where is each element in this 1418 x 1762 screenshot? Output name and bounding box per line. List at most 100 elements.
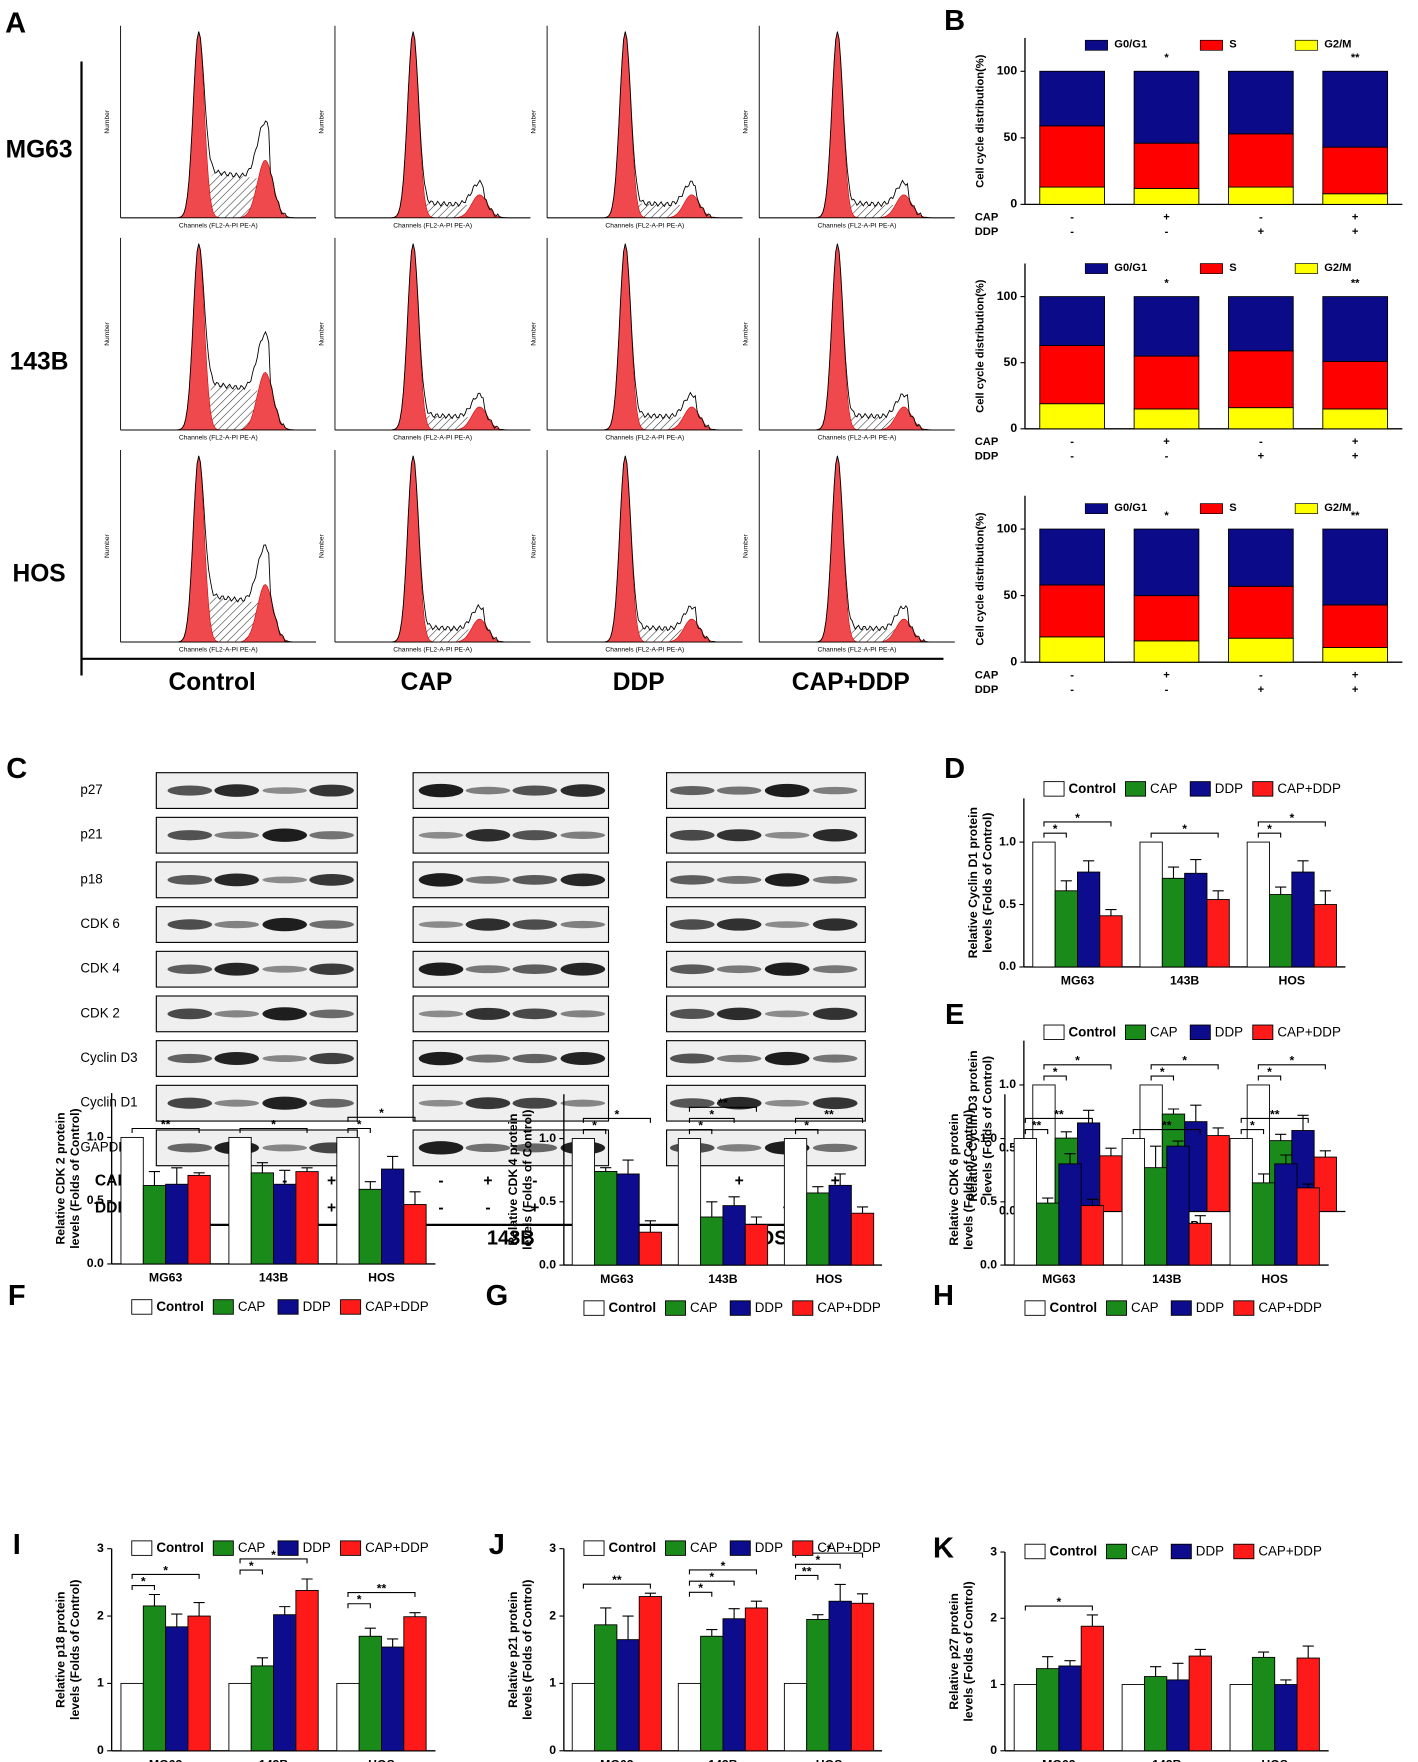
blot-band bbox=[764, 921, 810, 928]
blot-frame bbox=[412, 995, 610, 1033]
treatment-sign: + bbox=[1258, 451, 1265, 463]
bar-segment bbox=[1039, 528, 1105, 586]
significance-label: * bbox=[249, 1559, 254, 1573]
blot-band bbox=[669, 964, 715, 975]
legend-label: G0/G1 bbox=[1114, 39, 1147, 51]
blot-band bbox=[560, 831, 606, 839]
bar bbox=[594, 1171, 618, 1266]
treatment-sign: + bbox=[530, 1199, 539, 1216]
bar bbox=[700, 1635, 724, 1752]
blot-band bbox=[465, 965, 511, 974]
legend-label: Control bbox=[609, 1540, 657, 1555]
y-tick-label: 0.5 bbox=[539, 1194, 556, 1208]
y-axis-label: levels (Folds of Control) bbox=[961, 1581, 975, 1721]
legend-label: CAP+DDP bbox=[365, 1299, 429, 1314]
legend-swatch bbox=[277, 1299, 299, 1315]
row-label: 143B bbox=[10, 348, 69, 375]
bar-segment bbox=[1133, 640, 1200, 663]
blot-frame bbox=[412, 1084, 610, 1122]
y-axis-label: Number bbox=[318, 533, 325, 558]
y-axis-label: Number bbox=[104, 533, 111, 558]
treatment-sign: - bbox=[1165, 684, 1169, 696]
blot-band bbox=[167, 919, 213, 930]
y-tick-label: 2 bbox=[990, 1611, 997, 1625]
bar bbox=[722, 1205, 746, 1266]
panel-label: G bbox=[486, 1280, 509, 1312]
y-tick-label: 1.0 bbox=[999, 834, 1016, 848]
blot-band bbox=[764, 783, 810, 798]
significance-label: * bbox=[1267, 822, 1272, 836]
significance-label: * bbox=[1075, 1054, 1080, 1068]
error-bar bbox=[1060, 880, 1072, 891]
x-tick-label: 143B bbox=[1152, 1758, 1181, 1762]
x-tick-label: HOS bbox=[368, 1271, 395, 1285]
y-axis-label: Number bbox=[104, 321, 111, 346]
error-bar bbox=[750, 1600, 763, 1608]
blot-band bbox=[214, 920, 260, 929]
treatment-sign: + bbox=[1352, 436, 1359, 448]
legend-label: Control bbox=[156, 1299, 204, 1314]
y-tick-label: 2 bbox=[97, 1608, 104, 1622]
row-label: HOS bbox=[12, 561, 65, 588]
x-axis-label: Channels (FL2-A-PI PE-A) bbox=[393, 647, 472, 654]
blot-band bbox=[669, 875, 715, 885]
bar bbox=[120, 1682, 144, 1752]
column-label: CAP+DDP bbox=[792, 669, 910, 696]
y-tick-label: 2 bbox=[549, 1608, 556, 1622]
y-axis-label: Relative Cyclin D1 protein bbox=[966, 807, 980, 958]
significance-bracket bbox=[347, 1592, 416, 1598]
y-tick-label: 0.0 bbox=[539, 1257, 556, 1271]
error-bar bbox=[1042, 1197, 1054, 1204]
legend-swatch bbox=[583, 1300, 605, 1316]
bar bbox=[1036, 1202, 1060, 1266]
significance-bracket bbox=[794, 1129, 819, 1135]
error-bar bbox=[387, 1155, 399, 1170]
y-tick-label: 0.0 bbox=[999, 959, 1016, 973]
bar bbox=[1077, 871, 1101, 968]
blot-band bbox=[560, 920, 606, 929]
legend-label: Control bbox=[609, 1300, 657, 1315]
bar bbox=[1188, 1222, 1212, 1266]
legend-label: DDP bbox=[1215, 781, 1243, 796]
error-bar bbox=[1257, 1173, 1270, 1183]
y-axis-label: Cell cycle distribution(%) bbox=[974, 279, 986, 413]
significance-label: * bbox=[357, 1593, 362, 1607]
significance-bracket bbox=[1257, 1075, 1282, 1081]
legend-swatch bbox=[1043, 1024, 1065, 1040]
significance-label: * bbox=[1164, 278, 1169, 290]
column-label: DDP bbox=[613, 669, 665, 696]
y-tick-label: 50 bbox=[1004, 130, 1018, 144]
row-label: MG63 bbox=[6, 136, 73, 163]
blot-band bbox=[716, 965, 762, 974]
significance-bracket bbox=[794, 1574, 819, 1580]
x-axis-label: Channels (FL2-A-PI PE-A) bbox=[393, 222, 472, 229]
y-tick-label: 0.5 bbox=[980, 1194, 997, 1208]
significance-label: * bbox=[1053, 1065, 1058, 1079]
y-axis-label: levels (Folds of Control) bbox=[68, 1580, 82, 1720]
y-axis-label: Relative CDK 2 protein bbox=[54, 1112, 68, 1244]
bar bbox=[571, 1682, 596, 1752]
blot-band bbox=[512, 1008, 558, 1020]
bar bbox=[295, 1590, 319, 1752]
blot-band bbox=[262, 1007, 308, 1021]
significance-bracket bbox=[1240, 1129, 1265, 1135]
x-axis-label: Channels (FL2-A-PI PE-A) bbox=[605, 435, 684, 442]
bar bbox=[1229, 1684, 1253, 1752]
bar-segment bbox=[1133, 595, 1200, 642]
y-axis-label: Number bbox=[318, 321, 325, 346]
legend-label: CAP+DDP bbox=[1258, 1300, 1322, 1315]
legend-label: CAP bbox=[1150, 1024, 1178, 1039]
error-bar bbox=[706, 1201, 718, 1217]
x-axis-label: Channels (FL2-A-PI PE-A) bbox=[818, 222, 897, 229]
legend-label: S bbox=[1229, 502, 1236, 514]
error-bar bbox=[1280, 1154, 1292, 1164]
y-tick-label: 0.0 bbox=[980, 1257, 997, 1271]
blot-band bbox=[262, 1096, 308, 1110]
blot-band bbox=[418, 831, 464, 839]
legend-swatch bbox=[340, 1540, 362, 1556]
blot-band bbox=[716, 1007, 762, 1021]
bar-segment bbox=[1039, 296, 1105, 346]
bar-segment bbox=[1322, 408, 1389, 430]
y-tick-label: 1.0 bbox=[999, 1077, 1016, 1091]
y-axis-label: Number bbox=[530, 321, 537, 346]
